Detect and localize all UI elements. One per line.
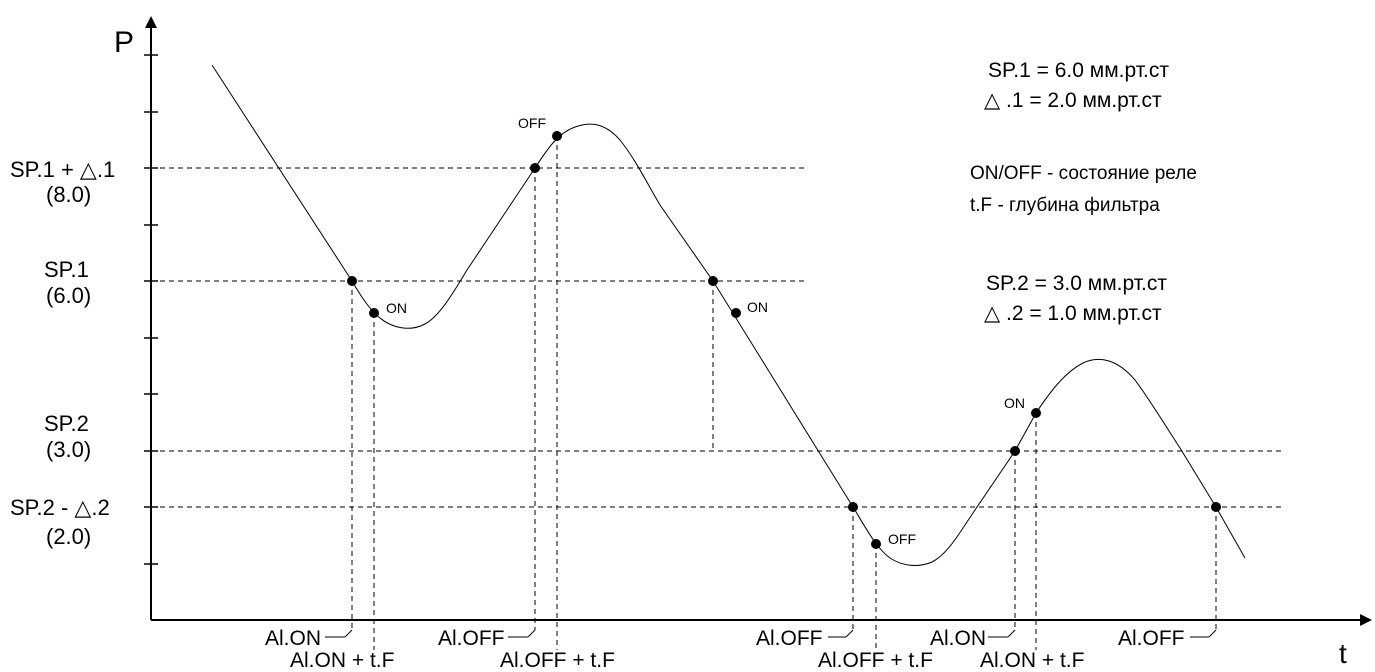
marker-al-on-tf-1: Al.ON + t.F (290, 649, 394, 672)
point-off-2 (871, 539, 881, 549)
point-on-2 (731, 308, 741, 318)
x-axis-label: t (1339, 638, 1347, 669)
marker-al-off-tf-2: Al.OFF + t.F (818, 649, 933, 672)
y-axis-label: P (114, 26, 134, 59)
point-on-3 (1031, 408, 1041, 418)
level-value-sp1: (6.0) (46, 283, 91, 308)
point-sp1-plus-d1-crossing (530, 163, 540, 173)
state-label-on-1: ON (386, 300, 407, 316)
state-label-off-1: OFF (518, 115, 546, 131)
marker-al-off-tf-1: Al.OFF + t.F (500, 649, 615, 672)
level-label-sp2-minus-d2: SP.2 - △.2 (10, 495, 110, 520)
setting-d2: △ .2 = 1.0 мм.рт.ст (984, 302, 1162, 325)
state-label-on-2: ON (747, 299, 768, 315)
point-sp2-crossing (1010, 446, 1020, 456)
state-label-off-2: OFF (888, 531, 916, 547)
level-label-sp2: SP.2 (44, 411, 89, 436)
curve-points (347, 131, 1221, 549)
marker-al-on-2: Al.ON (930, 627, 986, 650)
level-value-sp2: (3.0) (46, 437, 91, 462)
level-value-sp1-plus-d1: (8.0) (46, 182, 91, 207)
legend-tf: t.F - глубина фильтра (970, 195, 1160, 216)
marker-al-on-1: Al.ON (265, 627, 321, 650)
point-sp2-minus-d2-crossing-2 (1211, 502, 1221, 512)
level-label-sp1-plus-d1: SP.1 + △.1 (10, 157, 115, 182)
point-sp2-minus-d2-crossing (848, 502, 858, 512)
point-sp1-crossing-1 (347, 276, 357, 286)
setting-sp1: SP.1 = 6.0 мм.рт.ст (988, 59, 1169, 82)
setting-d1: △ .1 = 2.0 мм.рт.ст (984, 89, 1162, 112)
point-on-1 (369, 308, 379, 318)
level-value-sp2-minus-d2: (2.0) (46, 524, 91, 549)
marker-al-off-2: Al.OFF (756, 627, 823, 650)
marker-leaders (325, 629, 1217, 638)
marker-al-on-tf-2: Al.ON + t.F (980, 649, 1084, 672)
level-label-sp1: SP.1 (44, 257, 89, 282)
point-off-1 (552, 131, 562, 141)
drop-lines (351, 136, 1217, 650)
point-sp1-crossing-2 (708, 276, 718, 286)
setting-sp2: SP.2 = 3.0 мм.рт.ст (986, 272, 1167, 295)
state-label-on-3: ON (1004, 395, 1025, 411)
legend-onoff: ON/OFF - состояние реле (970, 163, 1197, 184)
marker-al-off-1: Al.OFF (438, 627, 505, 650)
marker-al-off-3: Al.OFF (1118, 627, 1185, 650)
